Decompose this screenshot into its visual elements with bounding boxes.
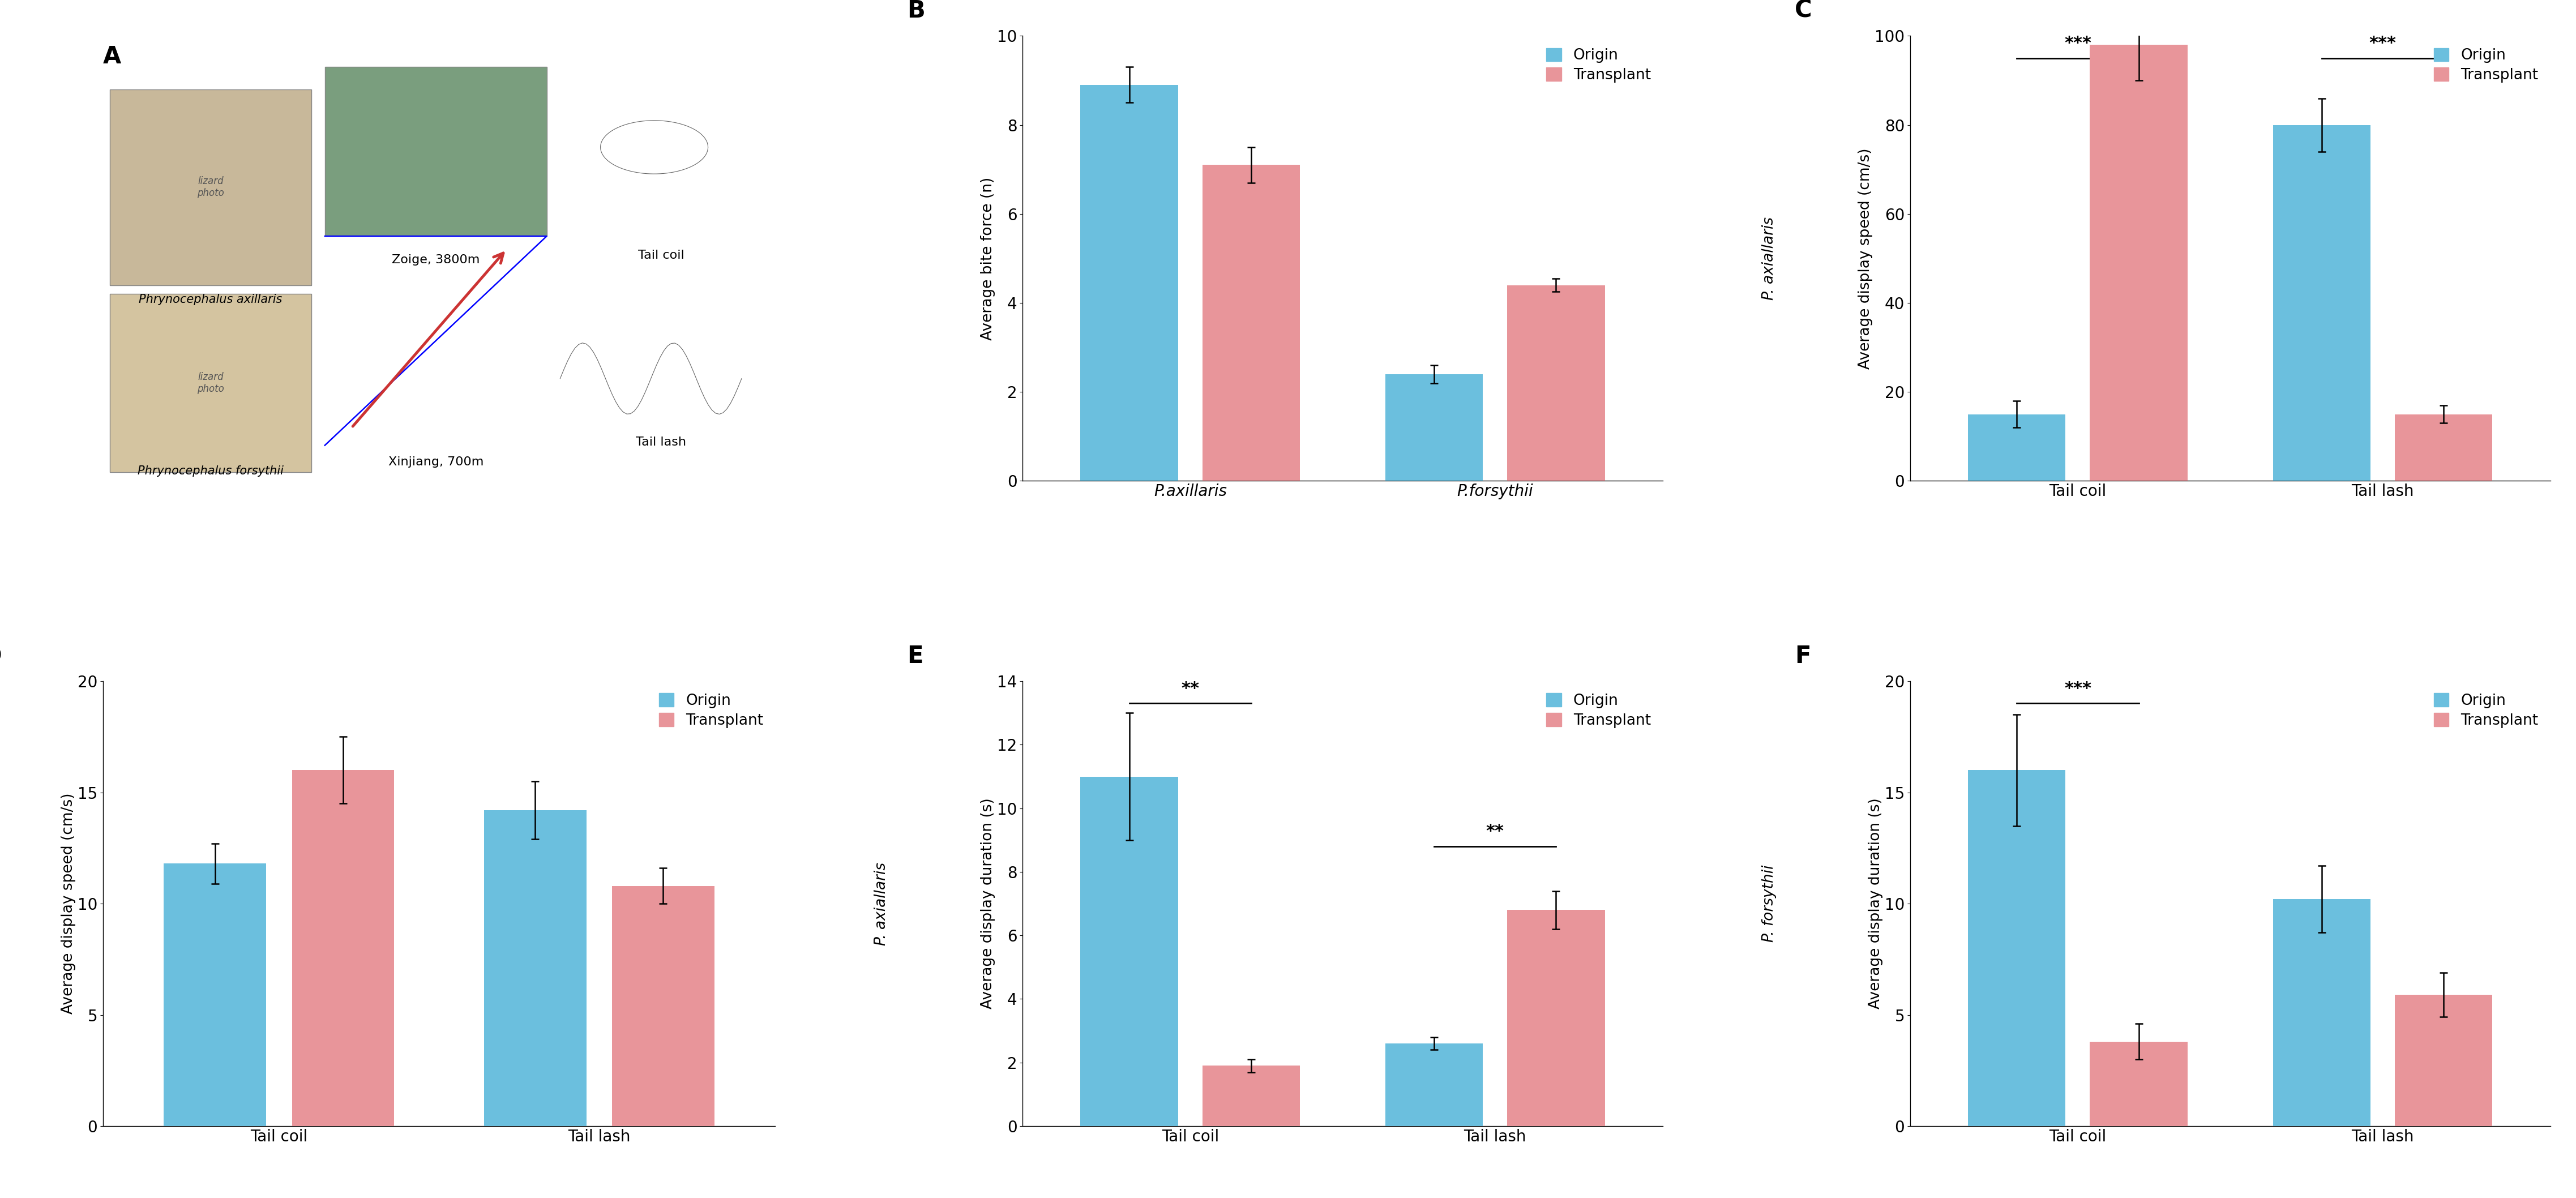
- Legend: Origin, Transplant: Origin, Transplant: [1543, 689, 1656, 732]
- Text: Zoige, 3800m: Zoige, 3800m: [392, 254, 479, 265]
- Legend: Origin, Transplant: Origin, Transplant: [654, 689, 768, 732]
- Bar: [291, 770, 394, 1126]
- Text: P. forsythii: P. forsythii: [1762, 865, 1777, 943]
- Text: ***: ***: [2063, 680, 2092, 697]
- Bar: [2272, 125, 2370, 480]
- Bar: [1203, 165, 1301, 480]
- Text: Phrynocephalus axillaris: Phrynocephalus axillaris: [139, 294, 283, 305]
- Bar: [1079, 776, 1177, 1126]
- Bar: [613, 885, 714, 1126]
- Legend: Origin, Transplant: Origin, Transplant: [2429, 43, 2543, 87]
- Bar: [2396, 994, 2494, 1126]
- Text: **: **: [1182, 680, 1200, 697]
- Text: Phrynocephalus forsythii: Phrynocephalus forsythii: [137, 465, 283, 477]
- Bar: [1203, 1066, 1301, 1126]
- Bar: [2089, 1041, 2187, 1126]
- Text: Xinjiang, 700m: Xinjiang, 700m: [389, 456, 484, 467]
- Bar: [2396, 415, 2494, 480]
- Text: Tail coil: Tail coil: [639, 249, 685, 261]
- Text: B: B: [907, 0, 925, 23]
- Bar: [1507, 285, 1605, 480]
- Y-axis label: Average display duration (s): Average display duration (s): [1868, 798, 1883, 1009]
- Bar: [484, 810, 587, 1126]
- Bar: [1079, 85, 1177, 480]
- Text: A: A: [103, 44, 121, 68]
- Bar: [1968, 415, 2066, 480]
- Bar: [165, 864, 265, 1126]
- Text: lizard
photo: lizard photo: [198, 176, 224, 198]
- Legend: Origin, Transplant: Origin, Transplant: [1543, 43, 1656, 87]
- Bar: [2089, 44, 2187, 480]
- Legend: Origin, Transplant: Origin, Transplant: [2429, 689, 2543, 732]
- Text: P. axiallaris: P. axiallaris: [873, 863, 889, 945]
- Text: C: C: [1795, 0, 1811, 23]
- Y-axis label: Average bite force (n): Average bite force (n): [981, 177, 994, 340]
- Bar: [111, 294, 312, 472]
- Y-axis label: Average display speed (cm/s): Average display speed (cm/s): [1857, 147, 1873, 369]
- Bar: [1386, 374, 1484, 480]
- Y-axis label: Average display duration (s): Average display duration (s): [981, 798, 994, 1009]
- Bar: [1386, 1043, 1484, 1126]
- Text: ***: ***: [2063, 35, 2092, 52]
- Bar: [2272, 900, 2370, 1126]
- Text: E: E: [907, 645, 922, 667]
- Text: ***: ***: [2370, 35, 2396, 52]
- Text: lizard
photo: lizard photo: [198, 373, 224, 394]
- Bar: [1968, 770, 2066, 1126]
- Bar: [1507, 910, 1605, 1126]
- Bar: [111, 90, 312, 285]
- Y-axis label: Average display speed (cm/s): Average display speed (cm/s): [62, 793, 75, 1015]
- Bar: [325, 67, 546, 236]
- Text: F: F: [1795, 645, 1811, 667]
- Text: P. axiallaris: P. axiallaris: [1762, 217, 1777, 300]
- Text: **: **: [1486, 823, 1504, 840]
- Text: Tail lash: Tail lash: [636, 436, 685, 448]
